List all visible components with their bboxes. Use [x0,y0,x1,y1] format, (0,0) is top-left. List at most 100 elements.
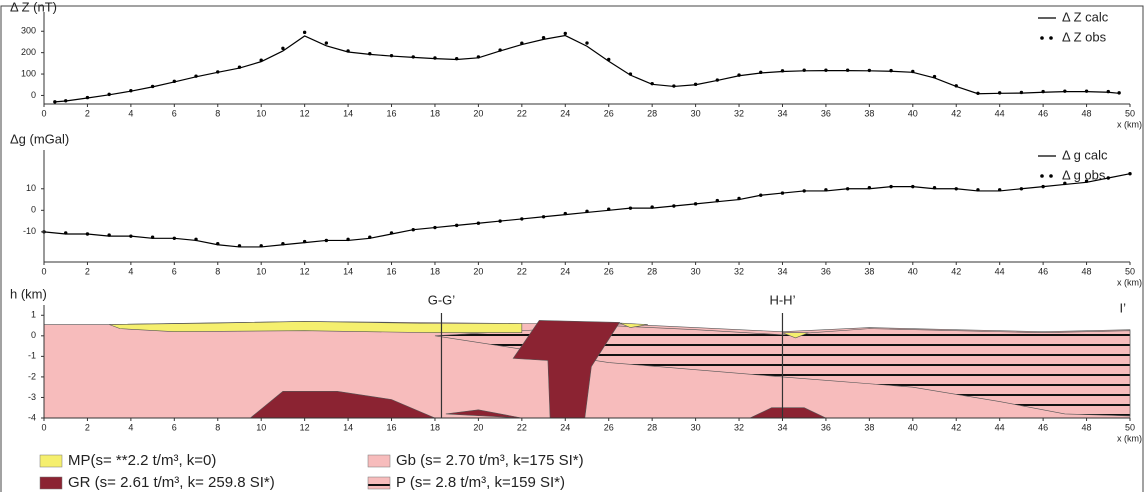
obs-dot [802,189,806,193]
obs-dot [1084,89,1089,93]
obs-dot [302,30,307,35]
obs-dot [129,234,133,238]
y-tick-label: -4 [28,412,36,422]
x-tick-label: 20 [473,266,483,276]
obs-dot [563,211,567,216]
y-tick-label: -3 [28,392,36,402]
obs-dot [1041,184,1045,189]
x-tick-label: 8 [215,108,220,118]
x-tick-label: 22 [517,266,527,276]
obs-dot [259,244,263,248]
y-tick-label: 0 [31,90,36,100]
obs-dot [302,239,307,244]
obs-dot [1041,89,1045,94]
x-tick-label: 4 [128,422,133,432]
obs-dot [954,84,958,88]
obs-dot [237,244,242,248]
obs-dot [889,68,893,73]
obs-dot [454,56,459,61]
legend-label: GR (s= 2.61 t/m³, k= 259.8 SI*) [68,474,275,491]
x-tick-label: 4 [128,266,133,276]
obs-dot [737,73,741,77]
x-tick-label: 32 [734,422,744,432]
obs-dot [346,237,350,242]
x-tick-label: 14 [343,422,353,432]
obs-dot [498,219,502,223]
obs-dot [411,227,415,232]
x-tick-label: 6 [172,266,177,276]
y-tick-label: 10 [26,183,36,193]
section-label: H-H’ [769,292,795,307]
y-tick-label: -10 [23,226,36,236]
calc-line [54,34,1120,103]
obs-dot [932,74,937,79]
y-tick-label: 1 [31,310,36,320]
obs-dot [389,231,394,235]
legend-label: Δ g obs [1062,167,1106,182]
obs-dot [194,74,198,78]
obs-dot [824,188,828,192]
y-axis-label: Δ Z (nT) [10,0,57,14]
obs-dot [541,215,546,219]
obs-dot [237,65,242,69]
obs-dot [498,48,502,52]
legend-swatch [39,454,63,468]
obs-dot [824,68,828,72]
obs-dot [1063,181,1067,186]
obs-dot [1106,89,1110,94]
x-tick-label: 14 [343,108,353,118]
x-tick-label: 28 [647,108,657,118]
obs-dot [281,46,285,51]
x-tick-label: 40 [908,266,918,276]
legend-swatch [367,476,391,490]
x-tick-label: 18 [430,422,440,432]
x-tick-label: 34 [777,266,787,276]
legend-label: P (s= 2.8 t/m³, k=159 SI*) [396,474,565,491]
obs-dot [650,81,654,86]
obs-dot [585,209,589,214]
obs-dot [520,41,524,45]
end-label: I’ [1120,300,1127,315]
obs-dot [107,92,111,97]
obs-dot [1019,187,1024,191]
legend-dot [1049,36,1053,40]
x-axis-label: x (km) [1117,119,1142,129]
x-tick-label: 16 [387,108,397,118]
obs-dot [172,79,177,84]
obs-dot [845,68,850,72]
x-tick-label: 0 [41,266,46,276]
x-tick-label: 46 [1038,422,1048,432]
y-tick-label: -2 [28,371,36,381]
obs-dot [281,241,285,246]
obs-dot [845,187,850,191]
x-tick-label: 44 [995,108,1005,118]
obs-dot [607,57,611,62]
x-tick-label: 20 [473,108,483,118]
obs-dot [85,232,90,236]
obs-dot [1128,171,1132,176]
obs-dot [759,70,763,75]
obs-dot [650,205,654,209]
x-tick-label: 30 [691,108,701,118]
obs-dot [476,221,481,225]
obs-dot [997,91,1002,95]
x-tick-label: 32 [734,266,744,276]
obs-dot [1106,176,1110,180]
obs-dot [780,69,785,73]
y-tick-label: 200 [21,47,36,57]
x-tick-label: 42 [951,266,961,276]
obs-dot [585,41,589,45]
x-tick-label: 30 [691,422,701,432]
obs-dot [976,91,980,96]
x-tick-label: 44 [995,266,1005,276]
obs-dot [911,184,915,189]
x-tick-label: 18 [430,266,440,276]
legend-swatch [39,476,63,490]
x-tick-label: 6 [172,108,177,118]
obs-dot [802,68,806,72]
obs-dot [628,72,633,76]
obs-dot [368,52,372,56]
x-tick-label: 36 [821,108,831,118]
obs-dot [976,188,980,192]
x-tick-label: 36 [821,422,831,432]
